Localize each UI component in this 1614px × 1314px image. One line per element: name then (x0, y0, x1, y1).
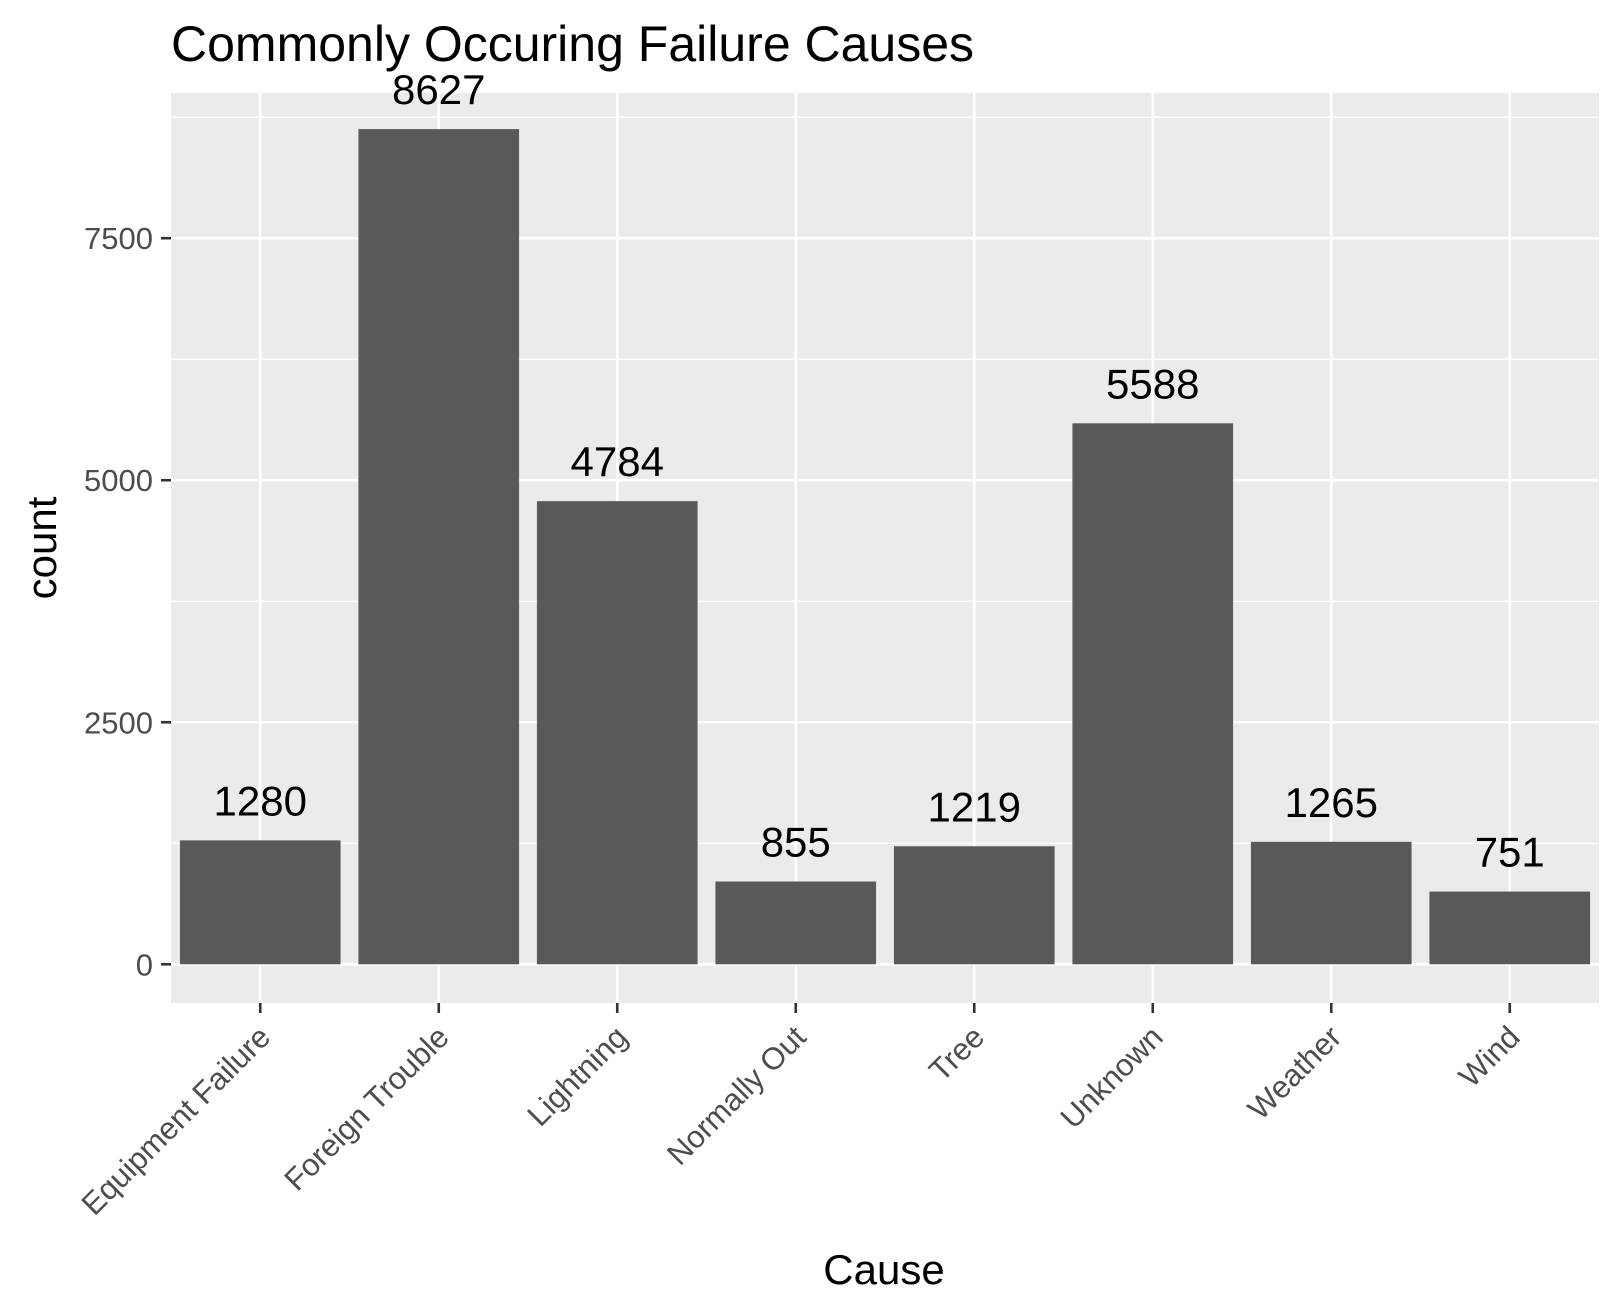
y-axis-title: count (18, 496, 65, 599)
bar (358, 129, 520, 965)
bar (715, 881, 877, 965)
bar (893, 846, 1055, 965)
data-label: 1265 (1285, 779, 1378, 826)
bar (1072, 423, 1234, 965)
x-axis: Equipment Failure Foreign Trouble Lightnin… (75, 1003, 1527, 1222)
data-labels: 1280 8627 4784 855 1219 5588 1265 751 (214, 66, 1545, 875)
y-axis: 0 2500 5000 7500 (84, 221, 171, 982)
data-label: 1219 (928, 783, 1021, 830)
data-label: 5588 (1106, 360, 1199, 407)
x-tick-label: Weather (1241, 1019, 1348, 1126)
y-tick-label: 0 (136, 947, 153, 982)
bar (1250, 841, 1412, 965)
data-label: 4784 (571, 438, 664, 485)
x-tick-label: Tree (922, 1019, 991, 1088)
data-label: 751 (1475, 829, 1545, 876)
y-tick-label: 7500 (84, 221, 153, 256)
bar (536, 501, 698, 965)
x-tick-label: Equipment Failure (75, 1019, 278, 1222)
x-tick-label: Unknown (1054, 1019, 1170, 1135)
x-tick-label: Normally Out (660, 1019, 813, 1172)
x-tick-label: Wind (1452, 1019, 1527, 1094)
x-tick-label: Foreign Trouble (277, 1019, 455, 1197)
x-axis-title: Cause (823, 1246, 944, 1293)
bar (1429, 891, 1591, 965)
data-label: 1280 (214, 777, 307, 824)
data-label: 855 (761, 819, 831, 866)
bars (179, 129, 1591, 965)
y-tick-label: 5000 (84, 463, 153, 498)
chart-title: Commonly Occuring Failure Causes (171, 16, 974, 72)
data-label: 8627 (392, 66, 485, 113)
y-tick-label: 2500 (84, 705, 153, 740)
bar (179, 840, 341, 965)
x-tick-label: Lightning (520, 1019, 634, 1133)
